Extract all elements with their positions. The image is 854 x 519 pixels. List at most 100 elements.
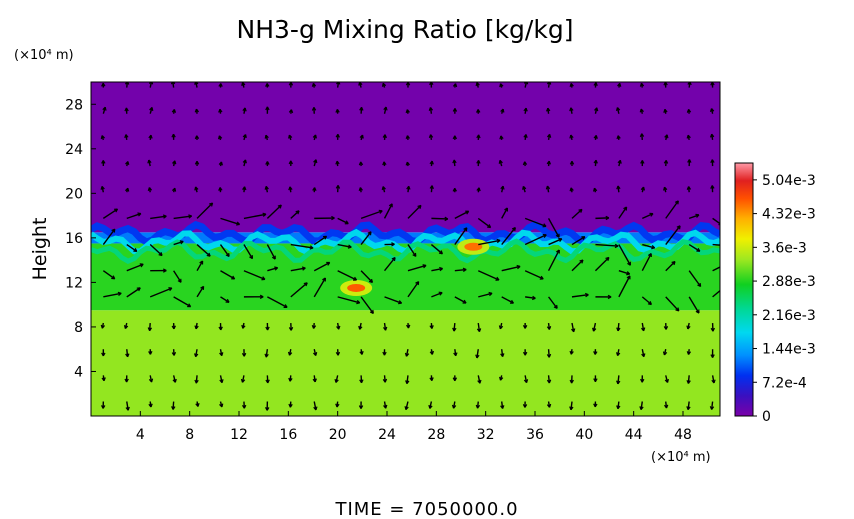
wind-arrow-42 (171, 322, 176, 330)
wind-arrow-144 (359, 375, 364, 384)
wind-arrow-43 (173, 296, 192, 308)
y-tick-label: 20 (65, 186, 83, 202)
x-tick-label: 32 (477, 427, 495, 443)
wind-arrow-304 (641, 253, 652, 272)
wind-arrow-35 (147, 159, 152, 167)
wind-arrow-288 (615, 349, 621, 357)
wind-arrow-0 (101, 401, 106, 409)
wind-arrow-215 (477, 217, 492, 229)
y-tick-label: 12 (65, 275, 83, 291)
wind-arrow-195 (451, 401, 457, 409)
wind-arrow-241 (524, 217, 547, 228)
wind-arrow-119 (312, 349, 318, 356)
x-axis-unit: (×10⁴ m) (651, 450, 711, 465)
wind-arrow-130 (335, 401, 340, 408)
x-tick-label: 24 (378, 427, 396, 443)
wind-arrow-258 (546, 107, 551, 114)
y-tick-label: 24 (65, 142, 83, 158)
wind-arrow-171 (404, 349, 410, 357)
wind-arrow-284 (594, 107, 599, 114)
field-region-3 (91, 82, 720, 233)
wind-arrow-13 (125, 401, 130, 411)
plot-frame (90, 81, 721, 417)
wind-arrow-222 (499, 375, 504, 381)
wind-arrow-27 (148, 375, 154, 383)
wind-arrow-76 (218, 108, 223, 114)
wind-arrow-109 (290, 266, 306, 272)
wind-arrow-209 (477, 375, 482, 384)
wind-arrow-230 (498, 159, 503, 167)
wind-arrow-275 (593, 349, 598, 355)
wind-arrow-159 (382, 322, 388, 331)
wind-arrow-88 (242, 134, 247, 141)
wind-arrow-50 (171, 109, 177, 114)
wind-arrow-114 (288, 134, 293, 141)
wind-arrow-196 (452, 375, 458, 382)
wind-arrow-56 (196, 285, 205, 298)
wind-arrow-192 (428, 134, 434, 140)
wind-arrow-37 (149, 106, 154, 114)
y-tick-label: 16 (65, 231, 83, 247)
wind-arrow-280 (595, 215, 610, 221)
wind-arrow-204 (452, 159, 457, 167)
wind-arrow-116 (288, 82, 294, 88)
wind-arrow-40 (172, 375, 177, 383)
wind-arrow-29 (147, 322, 153, 332)
wind-arrow-12 (101, 82, 106, 88)
wind-arrow-45 (173, 240, 184, 246)
x-tick-label: 44 (625, 427, 643, 443)
interface-band-blue (91, 220, 720, 247)
wind-arrow-160 (384, 296, 403, 305)
field-region-0 (91, 310, 720, 416)
wind-arrow-228 (501, 207, 508, 219)
wind-arrow-243 (522, 161, 528, 167)
wind-arrow-44 (173, 270, 182, 283)
wind-arrow-257 (546, 133, 552, 141)
wind-arrow-262 (569, 349, 574, 355)
wind-arrow-339 (711, 375, 716, 384)
wind-arrow-163 (383, 203, 393, 219)
wind-arrow-348 (709, 133, 715, 140)
wind-arrow-61 (194, 160, 200, 167)
chart-title: NH3-g Mixing Ratio [kg/kg] (237, 15, 574, 44)
wind-arrow-331 (688, 243, 701, 252)
wind-arrow-252 (547, 249, 560, 272)
wind-arrow-302 (640, 322, 646, 332)
wind-arrow-270 (569, 134, 574, 141)
wind-arrow-322 (664, 134, 669, 141)
wind-arrow-178 (405, 161, 410, 167)
wind-arrow-256 (546, 160, 552, 167)
y-tick-label: 4 (74, 364, 83, 380)
wind-arrow-248 (546, 375, 552, 384)
wind-arrow-20 (126, 212, 142, 220)
wind-arrow-7 (102, 208, 119, 219)
x-axis: 4 8 12 16 20 24 28 32 36 40 44 48 (136, 411, 692, 443)
wind-arrow-289 (616, 322, 621, 332)
wind-arrow-268 (569, 187, 574, 193)
wind-arrow-166 (382, 134, 387, 140)
heatmap-field (91, 82, 720, 416)
x-tick-label: 28 (427, 427, 445, 443)
wind-arrow-68 (218, 323, 223, 331)
wind-arrow-323 (663, 108, 668, 114)
wind-arrow-62 (194, 135, 200, 140)
wind-arrow-110 (290, 243, 314, 250)
wind-arrow-5 (102, 270, 116, 280)
wind-arrow-70 (220, 270, 236, 280)
wind-arrow-65 (219, 401, 224, 408)
wind-arrow-315 (663, 323, 669, 330)
wind-arrow-4 (103, 291, 122, 298)
wind-arrow-33 (150, 214, 167, 220)
wind-arrow-219 (476, 109, 481, 114)
wind-arrow-53 (194, 375, 199, 384)
wind-arrow-309 (639, 133, 645, 140)
wind-arrow-212 (478, 291, 493, 298)
colorbar-label: 2.88e-3 (762, 274, 816, 290)
x-tick-label: 36 (526, 427, 544, 443)
wind-arrow-236 (522, 349, 528, 356)
wind-arrow-170 (405, 375, 410, 385)
wind-arrow-335 (686, 134, 691, 141)
wind-arrow-216 (476, 187, 481, 193)
wind-arrow-312 (663, 401, 669, 409)
